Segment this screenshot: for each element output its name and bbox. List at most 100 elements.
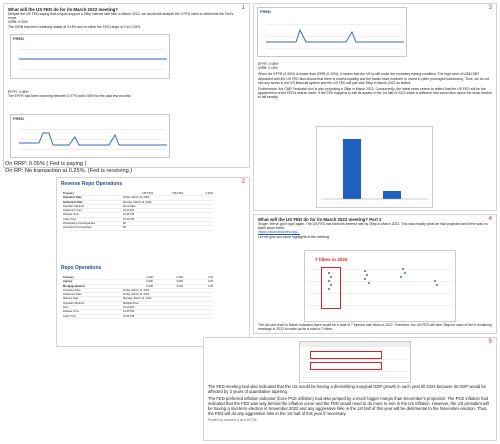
source-link[interactable]: https://www.stlouisfed.org/...	[258, 230, 301, 235]
table-cell: Overnight	[123, 209, 135, 213]
effr-line	[19, 132, 167, 146]
table-row: Operation Date Friday, March 11, 2022	[63, 196, 213, 201]
table-row: Treasury 1,557.823 1,557.823 0.05%	[63, 192, 213, 197]
panel-3: 3 FRED EFFR: 0.08% IORB: 0.15% When the …	[253, 3, 497, 211]
table-row: Maturity Date Monday, March 14, 2022	[63, 297, 213, 302]
table-cell: 82	[123, 226, 126, 230]
table-row: Accepted Counterparties 82	[63, 226, 213, 231]
table-row: Release Time 01:45 PM	[63, 310, 213, 315]
table-cell: Monday, March 14, 2022	[123, 200, 152, 204]
table-cell: Agency	[63, 280, 73, 284]
table-row: Agency 0.000 0.000 0.25	[63, 280, 213, 285]
iorb-chart: FRED	[10, 34, 170, 79]
panel-number: 1	[241, 5, 245, 11]
table-cell: Friday, March 11, 2022	[123, 196, 150, 200]
panel-1: 1 What will the US FED do for its March …	[3, 3, 250, 168]
iorb-line	[19, 58, 167, 60]
highlights-para: Let me give you some highlights of the m…	[258, 234, 330, 239]
table-cell: 1,557.823	[171, 192, 183, 195]
table-row: Operation Method Fixed Rate	[63, 204, 213, 210]
table-cell: 82	[123, 222, 126, 226]
fred-logo: FRED	[13, 36, 24, 41]
table-cell: 0.000	[146, 280, 154, 284]
table-row: Term Overnight	[63, 306, 213, 311]
table-row: Release Time 12:46 PM	[63, 213, 213, 218]
table-cell: 0.25	[207, 284, 213, 288]
table-row: Close Time 01:15 PM	[63, 217, 213, 223]
table-cell: 12:46 PM	[123, 213, 135, 217]
table-cell: 0.000	[176, 284, 184, 288]
table-row: Participating Counterparties 82	[63, 222, 213, 227]
repo-table: Treasury 0.000 0.000 0.25 Agency 0.000 0.000 0.…	[63, 276, 213, 319]
panel-5: 5 The FED meeting had also indicated tha…	[203, 337, 497, 441]
table-cell: Treasury	[63, 192, 74, 195]
panel-number: 4	[488, 216, 492, 222]
onrp-line: On RP: No transaction at 0.25%. (Fed is …	[5, 168, 133, 174]
fred-logo: FRED	[13, 116, 24, 121]
table-cell: Settlement Type	[63, 209, 82, 213]
post-footer: Posted by Investor ● at 6:45 PM	[208, 418, 257, 422]
highlight-box	[321, 267, 341, 309]
table-row: Settlement Date Friday, March 11, 2022	[63, 293, 213, 298]
table-cell: Fixed Rate	[123, 204, 136, 208]
effr-note: The EFFR had been hovering between 0.07%…	[8, 94, 132, 99]
table-cell: Close Time	[63, 217, 76, 221]
dot-plot-chart: 7 hikes in 2022	[304, 250, 456, 322]
panel-number: 5	[488, 339, 492, 345]
iorb-label: IORB: 0.15%	[258, 66, 278, 71]
table-cell: 0.05%	[205, 192, 213, 195]
table-cell: Operation Date	[63, 196, 82, 200]
panel-4: 4 What will the US FED do for its March …	[253, 214, 497, 334]
effr-label: EFFR: 0.08%	[258, 62, 279, 66]
table-cell: Release Time	[63, 310, 79, 314]
iorb-note: The IORB has been relatively stable at 0…	[8, 24, 142, 29]
table-cell: Settlement Date	[63, 293, 82, 297]
table-cell: 01:45 PM	[123, 310, 135, 314]
panel-number: 2	[241, 179, 245, 185]
table-cell: Maturity Date	[63, 297, 79, 301]
table-cell: Close Time	[63, 314, 76, 318]
table-row: Settlement Date Monday, March 14, 2022	[63, 201, 213, 205]
onrrp-line: On RRP: 0.05% ( Fed is paying )	[5, 161, 87, 167]
table-cell: Participating Counterparties	[63, 222, 96, 226]
table-cell: 0.000	[176, 276, 184, 279]
table-cell: Monday, March 14, 2022	[123, 297, 152, 301]
panel-number: 3	[488, 5, 492, 11]
reverse-repo-table: Treasury 1,557.823 1,557.823 0.05% Operation…	[63, 192, 213, 231]
table-row: Treasury 0.000 0.000 0.25	[63, 276, 213, 281]
iorb-label: IORB: 0.15%	[8, 20, 28, 25]
analysis-para-2: Furthermore, the CME Fedwatch tool is al…	[258, 87, 492, 100]
table-cell: Settlement Date	[63, 200, 83, 204]
effr-label: EFFR: 0.08%	[8, 90, 29, 94]
table-cell: Friday, March 11, 2022	[123, 293, 150, 297]
fred-logo: FRED	[260, 9, 271, 14]
effr-chart: FRED	[10, 114, 170, 158]
dot-plot-note: The dot plot chart in March indicated th…	[258, 323, 492, 332]
table-cell: 0.000	[146, 276, 154, 279]
table-cell: 0.25	[207, 280, 213, 284]
table-row: Operation Method Multiple-Price	[63, 301, 213, 307]
table-cell: 01:15 PM	[123, 217, 135, 221]
fedwatch-chart	[316, 126, 433, 208]
fedwatch-bars	[321, 139, 428, 200]
effr-chart-2: FRED	[257, 7, 407, 57]
table-cell: 0.000	[176, 280, 184, 284]
intro-text: Despite the US FED saying that a liquid …	[8, 12, 234, 21]
table-row: Close Time 01:45 PM	[63, 315, 213, 319]
table-cell: Operation Method	[63, 204, 84, 208]
table-cell: 1,557.823	[141, 192, 153, 195]
projections-table-image	[299, 341, 411, 383]
table-cell: 0.25	[207, 276, 213, 279]
table-row: Operation Date Friday, March 11, 2022	[63, 289, 213, 294]
panel-2: 2 Reverse Repo Operations Treasury 1,557.…	[56, 177, 250, 347]
post-title: What will the US FED do for its March 20…	[258, 217, 382, 222]
effr-line-2	[266, 28, 404, 43]
table-cell: Multiple-Price	[123, 301, 139, 305]
table-row: Mortgage-Backed 0.000 0.000 0.25	[63, 285, 213, 289]
table-cell: 01:45 PM	[123, 314, 135, 318]
pce-highlight-box	[310, 362, 382, 370]
gdp-highlight-box	[310, 351, 382, 359]
seven-hikes-annotation: 7 hikes in 2022	[315, 257, 348, 262]
table-cell: Mortgage-Backed	[63, 284, 85, 288]
table-cell: Accepted Counterparties	[63, 226, 92, 230]
